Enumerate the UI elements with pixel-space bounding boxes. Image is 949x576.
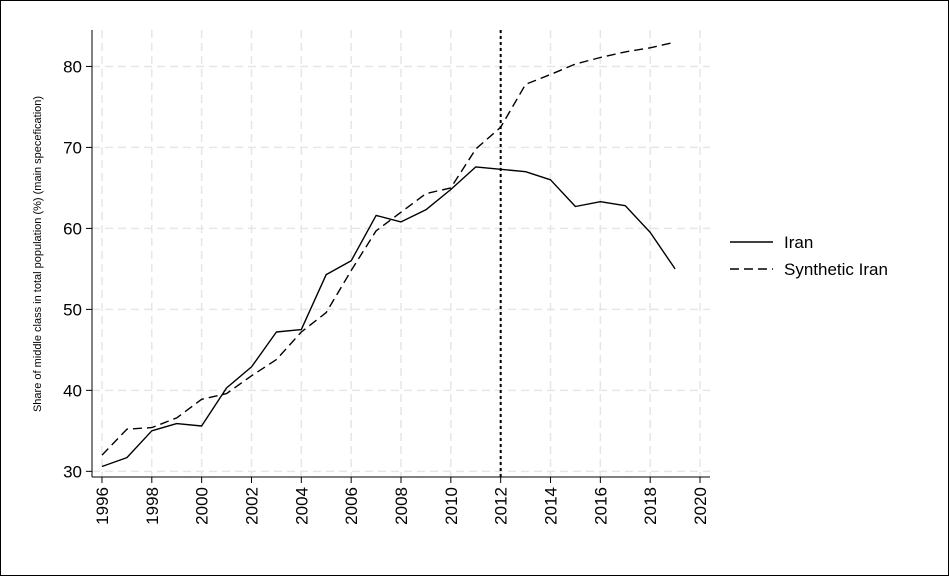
y-tick-label: 30 — [63, 462, 82, 481]
legend-label: Iran — [784, 233, 813, 252]
x-tick-label: 2002 — [242, 487, 261, 525]
x-tick-label: 1996 — [93, 487, 112, 525]
x-axis-ticks: 1996 1998 2000 2002 2004 2006 2008 2010 2012 2014… — [93, 477, 710, 525]
series-line-synthetic-iran — [101, 41, 676, 456]
series-lines — [101, 41, 676, 468]
x-tick-label: 2020 — [691, 487, 710, 525]
x-tick-label: 2014 — [542, 487, 561, 525]
x-tick-label: 2006 — [342, 487, 361, 525]
y-tick-label: 50 — [63, 300, 82, 319]
x-tick-label: 2004 — [292, 487, 311, 525]
y-tick-label: 70 — [63, 138, 82, 157]
x-tick-label: 1998 — [143, 487, 162, 525]
x-tick-label: 2012 — [492, 487, 511, 525]
y-axis-ticks: 30 40 50 60 70 80 — [63, 57, 92, 481]
y-axis-label: Share of middle class in total populatio… — [32, 96, 44, 412]
y-tick-label: 40 — [63, 381, 82, 400]
x-tick-label: 2016 — [591, 487, 610, 525]
grid — [92, 30, 710, 477]
y-tick-label: 80 — [63, 57, 82, 76]
x-tick-label: 2018 — [641, 487, 660, 525]
legend: Iran Synthetic Iran — [730, 233, 888, 279]
series-line-iran — [101, 166, 676, 468]
x-tick-label: 2010 — [442, 487, 461, 525]
x-tick-label: 2008 — [392, 487, 411, 525]
y-tick-label: 60 — [63, 219, 82, 238]
x-tick-label: 2000 — [193, 487, 212, 525]
legend-label: Synthetic Iran — [784, 260, 888, 279]
